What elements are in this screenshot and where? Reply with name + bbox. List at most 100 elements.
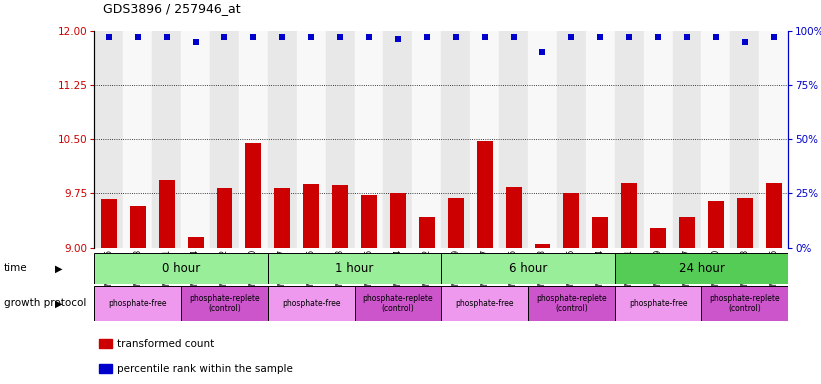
Point xyxy=(652,34,665,40)
Bar xyxy=(499,31,528,248)
Point xyxy=(507,34,521,40)
Bar xyxy=(303,184,319,248)
Bar xyxy=(534,244,550,248)
Text: phosphate-free: phosphate-free xyxy=(108,299,167,308)
Bar xyxy=(326,31,355,248)
Text: phosphate-free: phosphate-free xyxy=(282,299,341,308)
Bar xyxy=(528,286,615,321)
Text: ▶: ▶ xyxy=(55,298,63,308)
Bar xyxy=(245,143,261,248)
Bar xyxy=(355,286,442,321)
Point xyxy=(160,34,173,40)
Point xyxy=(449,34,462,40)
Point xyxy=(131,34,144,40)
Bar xyxy=(557,31,586,248)
Bar xyxy=(563,193,580,248)
Bar xyxy=(650,228,666,248)
Text: growth protocol: growth protocol xyxy=(4,298,86,308)
Bar xyxy=(268,286,355,321)
Point xyxy=(305,34,318,40)
Bar xyxy=(158,180,175,248)
Text: 24 hour: 24 hour xyxy=(678,262,724,275)
Point xyxy=(247,34,260,40)
Text: GDS3896 / 257946_at: GDS3896 / 257946_at xyxy=(103,2,241,15)
Text: phosphate-replete
(control): phosphate-replete (control) xyxy=(536,294,607,313)
Point xyxy=(594,34,607,40)
Bar xyxy=(672,31,701,248)
Bar xyxy=(621,183,637,248)
Bar xyxy=(188,237,204,248)
Text: phosphate-free: phosphate-free xyxy=(629,299,687,308)
Bar xyxy=(442,286,528,321)
Bar xyxy=(419,217,435,248)
Point xyxy=(738,38,751,45)
Text: phosphate-free: phosphate-free xyxy=(456,299,514,308)
Bar xyxy=(506,187,521,248)
Point xyxy=(392,36,405,43)
Text: time: time xyxy=(4,263,28,273)
Bar xyxy=(390,194,406,248)
Bar xyxy=(447,198,464,248)
Text: phosphate-replete
(control): phosphate-replete (control) xyxy=(709,294,780,313)
Point xyxy=(333,34,346,40)
Point xyxy=(536,50,549,56)
Bar xyxy=(94,253,268,284)
Bar xyxy=(210,31,239,248)
Bar xyxy=(101,199,117,248)
Point xyxy=(189,38,202,45)
Point xyxy=(478,34,491,40)
Bar xyxy=(274,189,291,248)
Bar xyxy=(759,31,788,248)
Bar xyxy=(123,31,152,248)
Bar xyxy=(239,31,268,248)
Bar xyxy=(268,253,442,284)
Bar xyxy=(383,31,412,248)
Bar xyxy=(701,286,788,321)
Bar xyxy=(94,31,123,248)
Bar xyxy=(731,31,759,248)
Point xyxy=(420,34,433,40)
Bar xyxy=(586,31,615,248)
Bar xyxy=(181,286,268,321)
Point xyxy=(709,34,722,40)
Bar xyxy=(94,286,181,321)
Bar xyxy=(181,31,210,248)
Bar xyxy=(412,31,442,248)
Point xyxy=(565,34,578,40)
Bar xyxy=(355,31,383,248)
Text: phosphate-replete
(control): phosphate-replete (control) xyxy=(363,294,433,313)
Bar xyxy=(442,31,470,248)
Bar xyxy=(333,185,348,248)
Bar xyxy=(615,253,788,284)
Text: 6 hour: 6 hour xyxy=(509,262,547,275)
Bar xyxy=(296,31,326,248)
Bar xyxy=(217,188,232,248)
Bar xyxy=(701,31,731,248)
Bar xyxy=(679,217,695,248)
Bar xyxy=(737,198,753,248)
Bar xyxy=(477,141,493,248)
Bar xyxy=(615,286,701,321)
Text: 0 hour: 0 hour xyxy=(162,262,200,275)
Point xyxy=(681,34,694,40)
Text: 1 hour: 1 hour xyxy=(336,262,374,275)
Text: phosphate-replete
(control): phosphate-replete (control) xyxy=(189,294,259,313)
Bar xyxy=(152,31,181,248)
Point xyxy=(276,34,289,40)
Bar xyxy=(361,195,377,248)
Bar xyxy=(766,183,782,248)
Point xyxy=(767,34,780,40)
Bar xyxy=(268,31,296,248)
Bar xyxy=(528,31,557,248)
Point xyxy=(622,34,635,40)
Bar xyxy=(708,201,724,248)
Bar xyxy=(130,206,145,248)
Bar xyxy=(615,31,644,248)
Bar xyxy=(442,253,615,284)
Text: transformed count: transformed count xyxy=(117,339,213,349)
Text: ▶: ▶ xyxy=(55,263,63,273)
Point xyxy=(362,34,375,40)
Point xyxy=(103,34,116,40)
Text: percentile rank within the sample: percentile rank within the sample xyxy=(117,364,292,374)
Bar xyxy=(470,31,499,248)
